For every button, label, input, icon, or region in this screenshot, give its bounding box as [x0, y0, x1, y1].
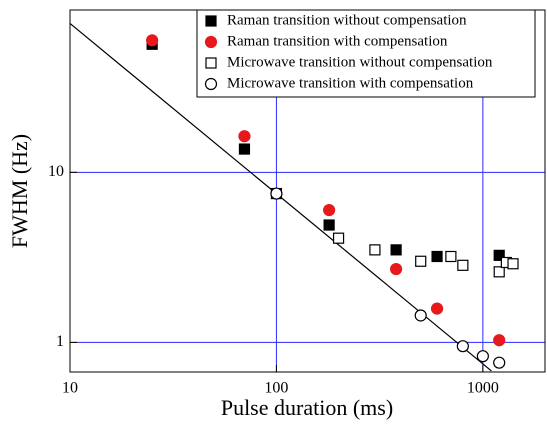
data-point [415, 255, 427, 267]
data-point [323, 219, 335, 231]
legend-marker [205, 57, 217, 69]
data-point [238, 130, 251, 143]
legend-marker [205, 15, 217, 27]
x-axis-label: Pulse duration (ms) [221, 395, 393, 420]
legend-marker [204, 77, 218, 91]
data-point [332, 232, 345, 244]
data-point [493, 266, 505, 278]
data-point [445, 250, 457, 263]
legend-marker [204, 35, 218, 49]
legend-label: Raman transition without compensation [227, 12, 467, 28]
x-tick-label: 1000 [467, 380, 499, 397]
data-point [146, 34, 159, 47]
data-point [493, 249, 505, 261]
data-point [270, 187, 283, 200]
data-point [390, 244, 402, 256]
legend-label: Microwave transition with compensation [227, 75, 474, 91]
legend-label: Microwave transition without compensatio… [227, 54, 493, 70]
x-tick-label: 10 [62, 380, 78, 397]
y-tick-label: 10 [48, 163, 64, 180]
y-tick-label: 1 [56, 333, 64, 350]
data-point [430, 302, 444, 315]
data-point [456, 340, 469, 353]
data-point [414, 309, 427, 322]
data-point [390, 262, 403, 276]
legend-label: Raman transition with compensation [227, 33, 448, 49]
data-point [369, 244, 381, 256]
data-point [507, 258, 519, 270]
data-point [493, 334, 506, 347]
y-axis-label: FWHM (Hz) [7, 134, 32, 248]
data-point [431, 250, 443, 263]
data-point [493, 356, 506, 369]
data-point [323, 203, 336, 217]
legend-box [196, 9, 536, 98]
data-point [476, 350, 489, 363]
x-tick-label: 100 [264, 380, 288, 397]
data-point [238, 143, 251, 155]
data-point [457, 259, 469, 271]
